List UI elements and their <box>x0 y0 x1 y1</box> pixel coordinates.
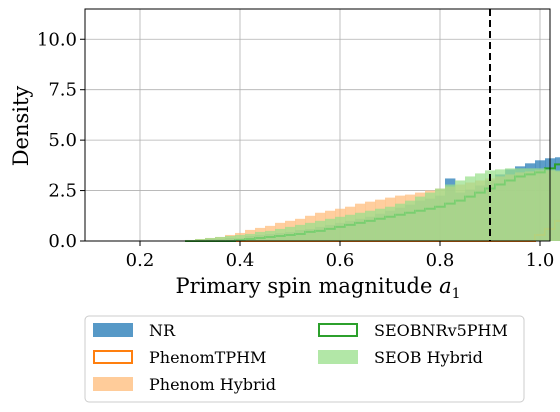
y-tick-label-4: 10.0 <box>37 29 77 50</box>
bar-seob-hybrid-9 <box>275 228 286 241</box>
legend-swatch <box>93 323 133 337</box>
x-tick-label-1: 0.4 <box>226 250 255 271</box>
x-axis-label-sub: 1 <box>452 286 461 302</box>
bar-seob-hybrid-11 <box>295 224 306 241</box>
bar-seob-hybrid-13 <box>315 220 326 241</box>
legend-label: SEOBNRv5PHM <box>374 321 508 340</box>
bar-seob-hybrid-22 <box>405 200 416 241</box>
legend-box <box>84 315 525 403</box>
x-tick-label-3: 0.8 <box>426 250 455 271</box>
bar-seob-hybrid-15 <box>335 216 346 241</box>
bar-seob-hybrid-27 <box>455 180 466 241</box>
bar-seob-hybrid-29 <box>475 173 486 241</box>
bar-seob-hybrid-19 <box>375 208 386 241</box>
legend-item-seobnrv5phm: SEOBNRv5PHM <box>318 321 508 340</box>
x-axis-label-var: a <box>439 274 452 298</box>
bar-seob-hybrid-28 <box>465 176 476 241</box>
y-tick-label-3: 7.5 <box>48 80 77 101</box>
bar-seob-hybrid-7 <box>255 231 266 241</box>
bar-seob-hybrid-14 <box>325 218 336 241</box>
bar-seob-hybrid-18 <box>365 210 376 241</box>
bar-seob-hybrid-16 <box>345 214 356 241</box>
histogram-bars <box>185 157 560 242</box>
series-seob-hybrid <box>185 168 560 241</box>
bar-seob-hybrid-26 <box>445 184 456 241</box>
bar-seob-hybrid-1 <box>195 238 206 241</box>
bar-seob-hybrid-4 <box>225 235 236 241</box>
bar-seob-hybrid-33 <box>515 168 526 241</box>
y-axis-label: Density <box>9 86 33 167</box>
bar-seob-hybrid-6 <box>245 233 256 241</box>
axis-ticks: 0.2 0.4 0.6 0.8 1.0 0.0 2.5 5.0 7.5 10.0 <box>37 29 554 271</box>
bar-seob-hybrid-30 <box>485 170 496 241</box>
x-axis-label: Primary spin magnitude a1 <box>175 274 460 302</box>
legend-swatch <box>318 350 358 364</box>
legend-swatch <box>93 350 133 364</box>
y-tick-label-0: 0.0 <box>48 231 77 252</box>
bar-seob-hybrid-12 <box>305 222 316 241</box>
legend-label: PhenomTPHM <box>149 348 266 367</box>
y-tick-label-2: 5.0 <box>48 130 77 151</box>
bar-seob-hybrid-8 <box>265 230 276 241</box>
legend-swatch <box>318 323 358 337</box>
bar-seob-hybrid-5 <box>235 234 246 241</box>
legend: NR PhenomTPHM Phenom Hybrid SEOBNRv5PHM SEOB… <box>84 315 525 403</box>
bar-seob-hybrid-20 <box>385 206 396 241</box>
bar-seob-hybrid-0 <box>185 239 196 241</box>
bar-seob-hybrid-3 <box>215 236 226 241</box>
y-tick-label-1: 2.5 <box>48 181 77 202</box>
legend-item-seob-hybrid: SEOB Hybrid <box>318 348 483 367</box>
x-tick-label-2: 0.6 <box>326 250 355 271</box>
x-axis-label-text: Primary spin magnitude <box>175 274 439 298</box>
legend-item-phenom-hybrid: Phenom Hybrid <box>93 375 276 394</box>
legend-label: NR <box>149 321 176 340</box>
bar-seob-hybrid-2 <box>205 237 216 241</box>
legend-label: Phenom Hybrid <box>149 375 276 394</box>
bar-seob-hybrid-21 <box>395 203 406 241</box>
legend-item-nr: NR <box>93 321 176 340</box>
x-tick-label-4: 1.0 <box>526 250 555 271</box>
bar-seob-hybrid-37 <box>555 170 560 241</box>
legend-label: SEOB Hybrid <box>374 348 483 367</box>
bar-seob-hybrid-10 <box>285 226 296 241</box>
bar-seob-hybrid-35 <box>535 168 546 241</box>
bar-seob-hybrid-23 <box>415 196 426 241</box>
bar-seob-hybrid-32 <box>505 168 516 241</box>
bar-seob-hybrid-25 <box>435 188 446 241</box>
bar-seob-hybrid-31 <box>495 169 506 241</box>
legend-item-phenomtphm: PhenomTPHM <box>93 348 266 367</box>
x-tick-label-0: 0.2 <box>126 250 155 271</box>
plot-frame <box>84 8 551 242</box>
bar-seob-hybrid-17 <box>355 212 366 241</box>
bar-seob-hybrid-34 <box>525 168 536 241</box>
legend-swatch <box>93 377 133 391</box>
bar-seob-hybrid-24 <box>425 192 436 241</box>
